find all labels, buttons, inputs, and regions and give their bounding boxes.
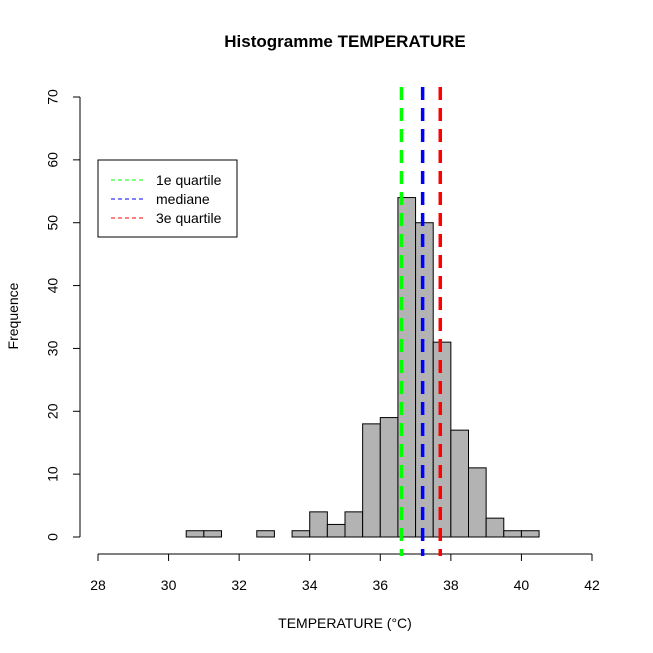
x-axis: 28 30 32 34 36 38 40 42: [90, 553, 600, 593]
x-tick-label: 30: [161, 577, 177, 593]
x-tick-label: 34: [302, 577, 318, 593]
histogram-bar: [415, 222, 434, 538]
y-tick-label: 20: [45, 403, 61, 419]
x-tick-label: 32: [231, 577, 247, 593]
histogram-bar: [362, 423, 381, 538]
histogram-bar: [185, 530, 205, 538]
histogram-bar: [520, 530, 540, 538]
y-tick-label: 0: [45, 533, 61, 541]
legend-label: 3e quartile: [156, 210, 222, 226]
histogram-bars: [185, 197, 540, 538]
x-tick-label: 42: [584, 577, 600, 593]
histogram-bar: [256, 530, 275, 538]
legend: 1e quartile mediane 3e quartile: [97, 159, 238, 238]
legend-label: 1e quartile: [156, 172, 222, 188]
chart-title: Histogramme TEMPERATURE: [224, 32, 466, 51]
x-tick-label: 40: [514, 577, 530, 593]
reference-lines: [399, 87, 443, 556]
x-axis-label: TEMPERATURE (°C): [278, 615, 412, 631]
y-tick-label: 10: [45, 466, 61, 482]
y-tick-label: 40: [45, 278, 61, 294]
y-tick-label: 50: [45, 215, 61, 231]
histogram-bar: [468, 467, 487, 538]
x-tick-label: 36: [372, 577, 388, 593]
y-tick-label: 30: [45, 340, 61, 356]
legend-label: mediane: [156, 191, 210, 207]
histogram-bar: [326, 523, 346, 538]
y-tick-label: 60: [45, 152, 61, 168]
histogram-bar: [503, 530, 522, 538]
histogram-bar: [203, 530, 223, 538]
y-axis: 0 10 20 30 40 50 60 70: [45, 89, 81, 541]
histogram-bar: [379, 417, 399, 538]
x-tick-label: 38: [443, 577, 459, 593]
x-tick-label: 28: [90, 577, 106, 593]
histogram-bar: [344, 511, 364, 538]
histogram-bar: [291, 530, 311, 538]
histogram-bar: [309, 511, 328, 538]
y-axis-label: Frequence: [5, 282, 21, 349]
histogram-bar: [450, 429, 470, 538]
histogram-bar: [432, 341, 452, 538]
y-tick-label: 70: [45, 89, 61, 105]
histogram-bar: [485, 517, 505, 538]
